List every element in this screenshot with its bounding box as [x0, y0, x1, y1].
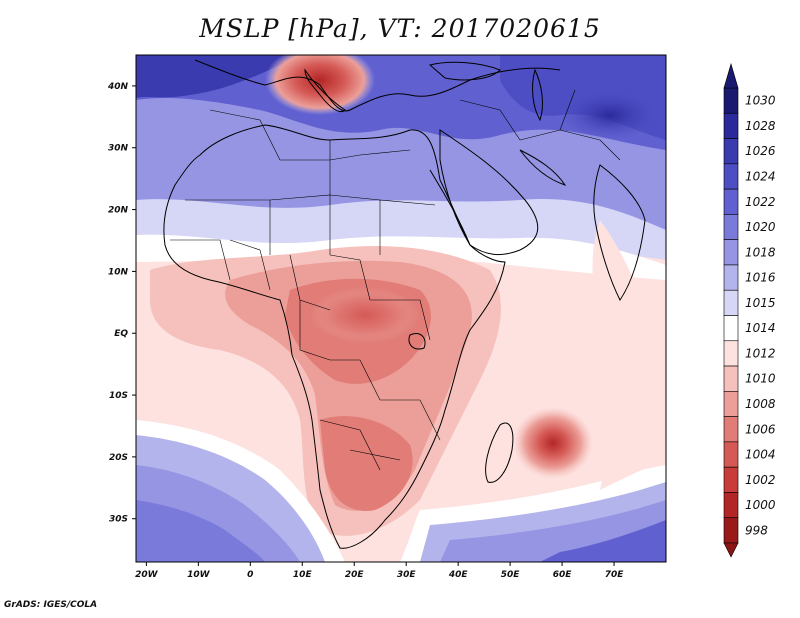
lon-label: 20W [135, 570, 159, 580]
lon-label: 70E [605, 570, 625, 580]
red-sea [429, 169, 471, 246]
colorbar-swatch [723, 112, 739, 139]
chart-title: MSLP [hPa], VT: 2017020615 [199, 14, 601, 43]
colorbar-top-arrow [723, 62, 739, 89]
colorbar-label: 1022 [745, 195, 776, 209]
lon-label: 40E [448, 570, 469, 580]
southern-africa-low [320, 416, 413, 511]
colorbar-label: 1004 [745, 448, 776, 462]
pressure-field [136, 55, 666, 562]
caspian [532, 68, 543, 122]
india [593, 164, 646, 301]
lat-label: 20S [109, 453, 128, 463]
colorbar-label: 1020 [745, 220, 776, 234]
lat-label: 30S [109, 515, 128, 525]
lat-ticks: 40N 30N 20N 10N EQ 10S 20S 30S [107, 82, 136, 525]
lon-label: 10E [293, 570, 313, 580]
lon-ticks: 20W 10W 0 10E 20E 30E 40E 50E 60E 70E [135, 562, 624, 580]
colorbar-label: 1012 [745, 346, 776, 360]
lat-label: 30N [108, 144, 129, 154]
colorbar-label: 1014 [745, 321, 776, 335]
colorbar-label: 1008 [745, 397, 776, 411]
lat-label: EQ [114, 329, 128, 339]
colorbar-swatch [723, 340, 739, 367]
colorbar-label: 1002 [745, 473, 776, 487]
lat-label: 10N [108, 267, 129, 277]
colorbar-swatch [723, 188, 739, 215]
colorbar-label: 1000 [745, 498, 776, 512]
colorbar-label: 998 [745, 523, 768, 537]
lon-label: 60E [553, 570, 573, 580]
colorbar-label: 1016 [745, 271, 776, 285]
lon-label: 20E [345, 570, 365, 580]
lon-label: 50E [501, 570, 521, 580]
black-sea [428, 61, 501, 81]
colorbar-label: 1028 [745, 119, 776, 133]
colorbar: 1030 1028 1026 1024 1022 1020 1018 1016 1015 1014… [723, 62, 776, 558]
lat-label: 10S [109, 391, 128, 401]
colorbar-label: 1026 [745, 144, 776, 158]
mascarene-low [513, 407, 593, 479]
madagascar [485, 422, 514, 483]
colorbar-swatch [723, 239, 739, 266]
africa-coast [163, 124, 506, 549]
colorbar-label: 1006 [745, 422, 776, 436]
colorbar-label: 1030 [745, 94, 776, 108]
north-high-deep [136, 55, 300, 98]
colorbar-swatch [723, 214, 739, 240]
colorbar-swatch [723, 416, 739, 443]
colorbar-label: 1010 [745, 372, 776, 386]
map-frame [135, 54, 667, 563]
colorbar-swatch [723, 365, 739, 392]
colorbar-swatch [723, 315, 739, 342]
colorbar-label: 1015 [745, 296, 776, 310]
lake-victoria [408, 333, 426, 350]
lon-label: 0 [247, 570, 253, 580]
colorbar-swatch [723, 163, 739, 190]
colorbar-swatch [723, 492, 739, 519]
lon-label: 10W [187, 570, 211, 580]
colorbar-swatch [723, 466, 739, 493]
colorbar-swatch [723, 289, 739, 316]
colorbar-swatch [723, 87, 739, 114]
colorbar-swatch [723, 517, 739, 544]
colorbar-label: 1018 [745, 245, 776, 259]
country-borders [170, 89, 621, 471]
footer-credit: GrADS: IGES/COLA [4, 600, 98, 610]
lon-label: 30E [397, 570, 417, 580]
lat-label: 20N [108, 206, 129, 216]
colorbar-label: 1024 [745, 169, 776, 183]
colorbar-bottom-arrow [723, 542, 739, 558]
colorbar-swatch [723, 138, 739, 165]
colorbar-swatch [723, 441, 739, 468]
colorbar-swatch [723, 391, 739, 417]
persian-gulf [519, 149, 567, 186]
italy [304, 68, 346, 113]
lat-label: 40N [107, 82, 129, 92]
coastlines [163, 59, 646, 549]
colorbar-swatch [723, 264, 739, 291]
